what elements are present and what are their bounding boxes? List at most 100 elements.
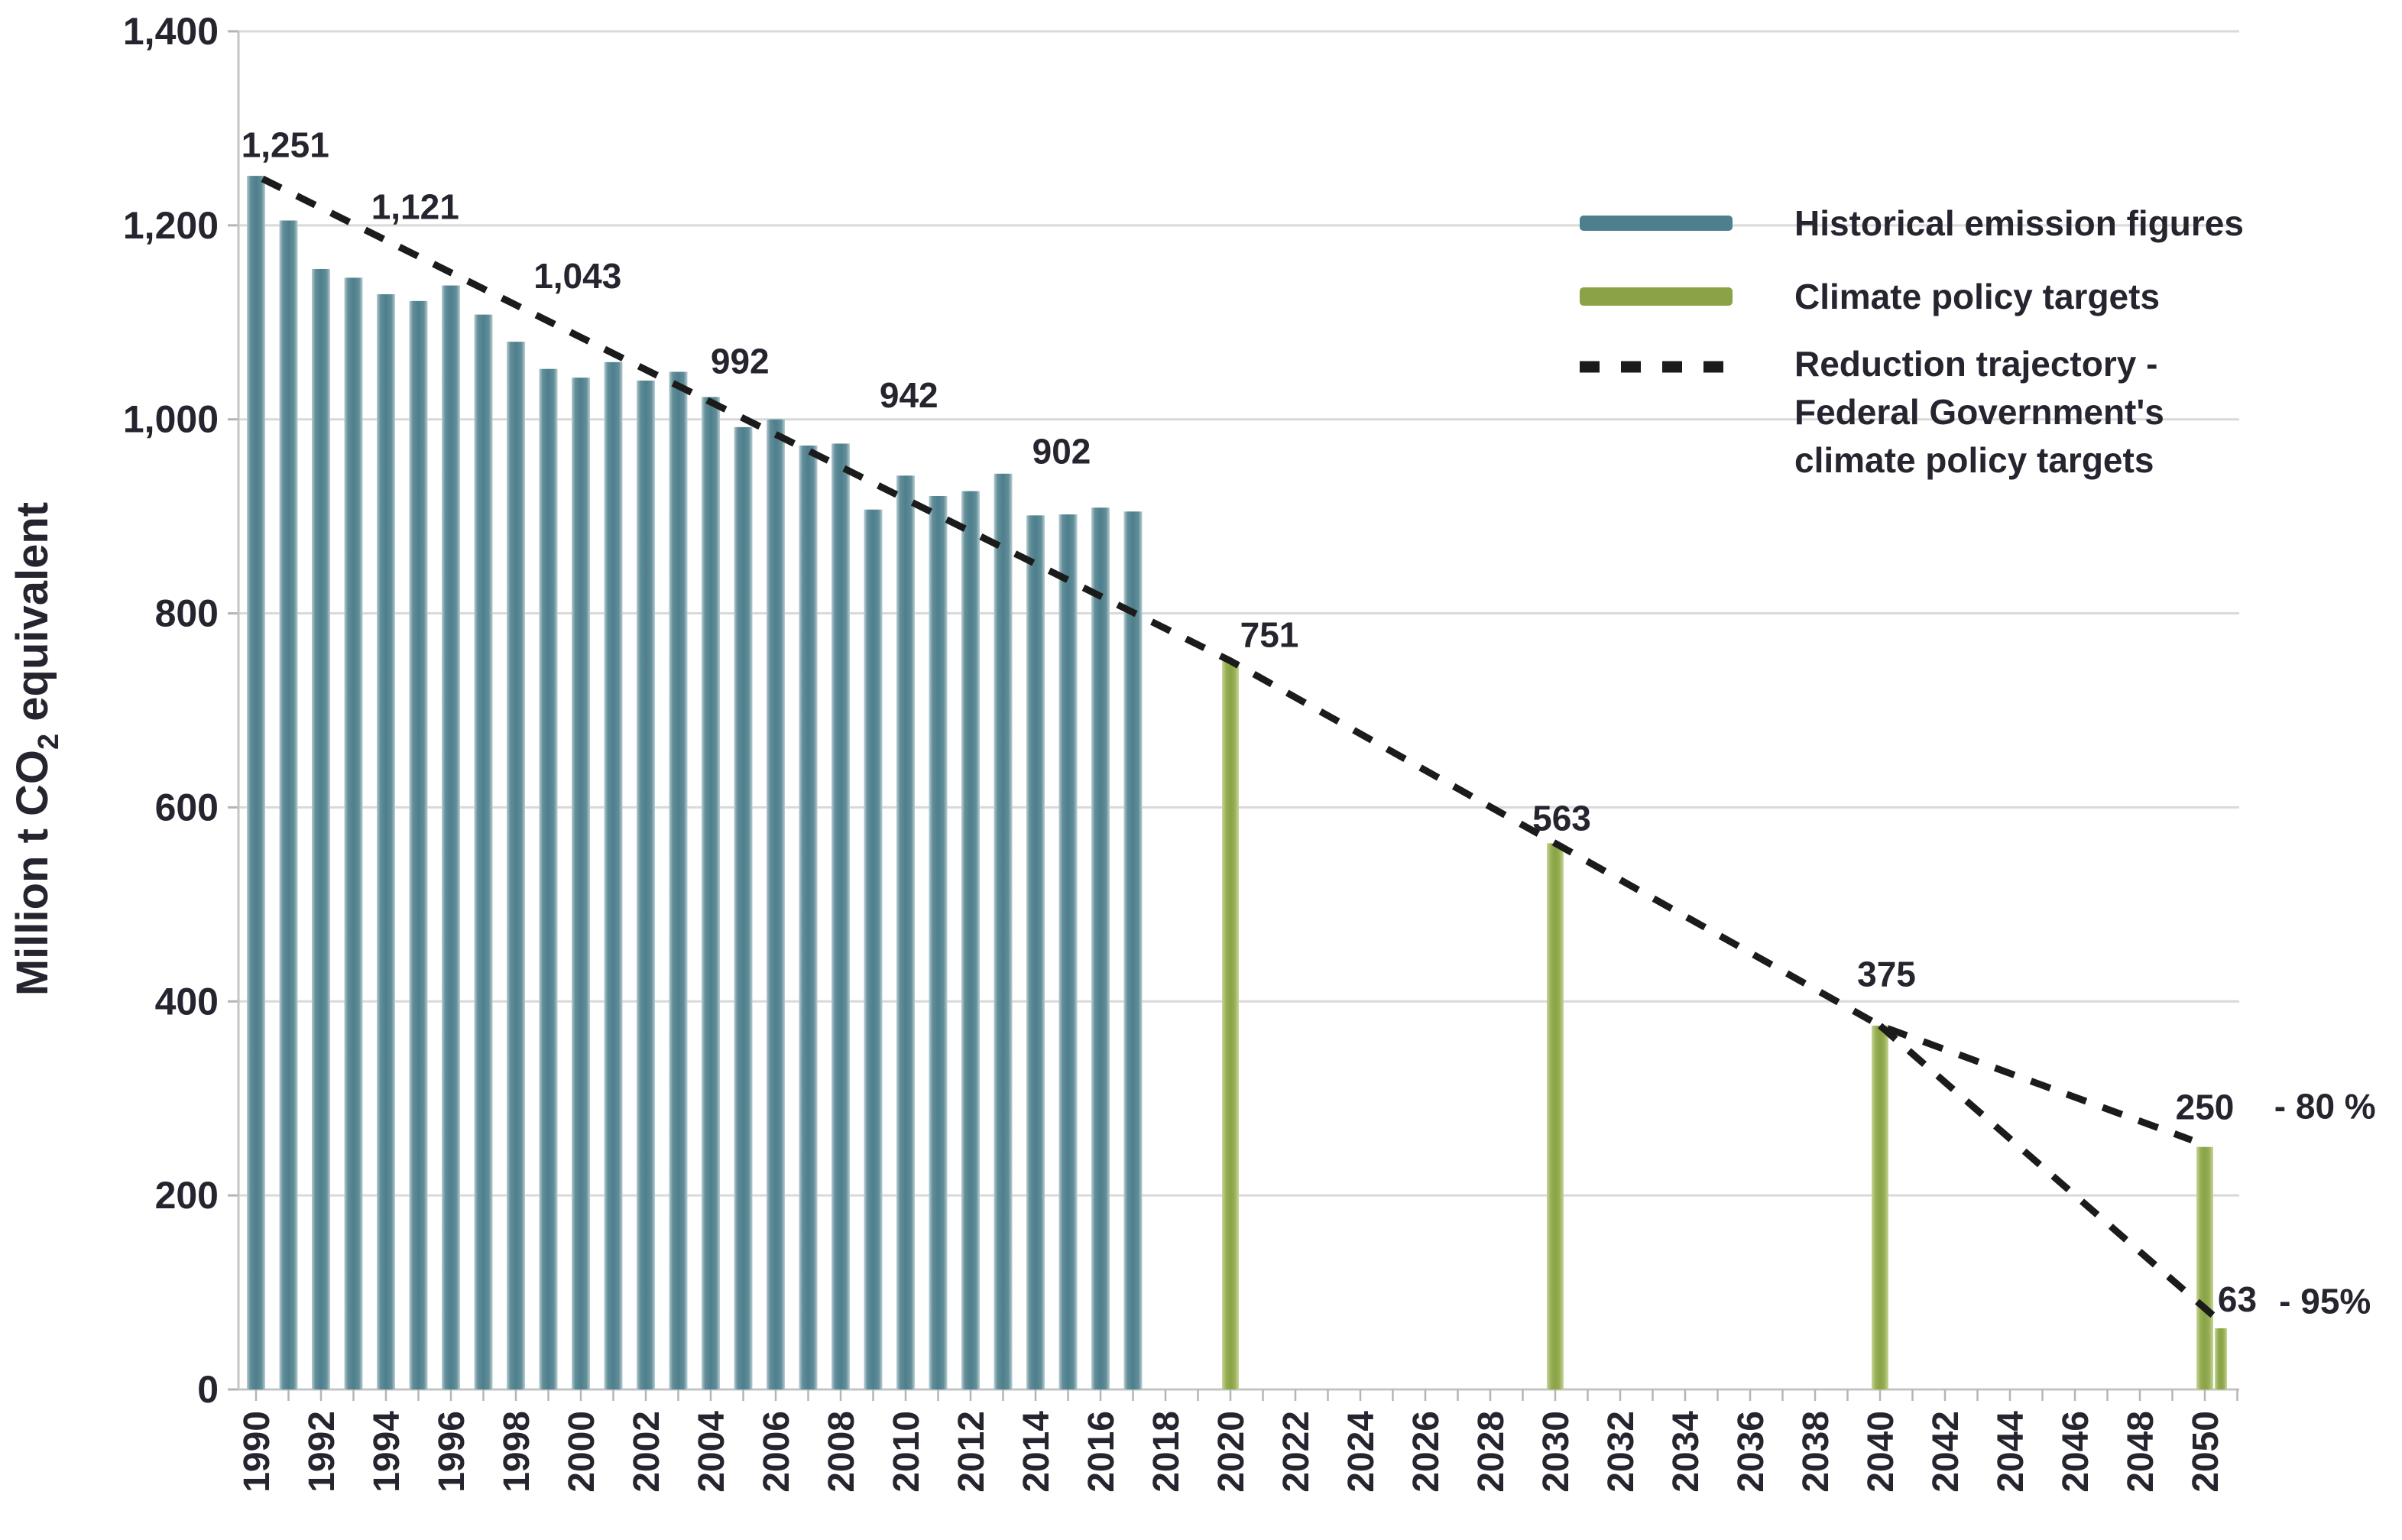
legend-label-trajectory-line2: Federal Government's <box>1794 392 2164 432</box>
legend-label-historical: Historical emission figures <box>1794 203 2244 243</box>
x-tick-label: 1996 <box>432 1411 472 1493</box>
x-tick-label: 2036 <box>1731 1411 1772 1493</box>
trajectory-line-80pct <box>261 175 2193 1144</box>
data-label: 250 <box>2176 1088 2235 1127</box>
x-tick-label: 2032 <box>1601 1411 1642 1493</box>
x-tick-label: 2048 <box>2121 1411 2161 1493</box>
x-tick-label: 2014 <box>1016 1411 1057 1493</box>
historical-bar-1994 <box>377 293 395 1389</box>
historical-bar-2001 <box>604 361 623 1390</box>
x-tick-label: 2006 <box>757 1411 797 1493</box>
historical-bar-1990 <box>247 176 265 1389</box>
historical-bar-1996 <box>442 285 460 1389</box>
legend: Historical emission figures Climate polic… <box>1580 203 2244 480</box>
data-label: 1,121 <box>371 187 459 227</box>
target-bar-2050-250 <box>2196 1146 2213 1389</box>
historical-bar-2002 <box>637 380 655 1390</box>
data-label: 992 <box>711 342 770 381</box>
x-tick-label: 2050 <box>2186 1411 2226 1493</box>
x-tick-label: 2030 <box>1536 1411 1577 1493</box>
x-tick-label: 2038 <box>1796 1411 1836 1493</box>
y-axis-title: Million t CO2 equivalent <box>8 502 65 996</box>
x-tick-label: 2000 <box>562 1411 602 1493</box>
data-label: 63 <box>2218 1279 2257 1319</box>
target-bar-2050-63 <box>2215 1328 2227 1389</box>
x-tick-label: 2042 <box>1926 1411 1966 1493</box>
x-tick-label: 2012 <box>951 1411 992 1493</box>
y-tick-label: 1,000 <box>123 398 219 441</box>
historical-bar-1998 <box>507 342 525 1389</box>
historical-bar-1999 <box>539 368 558 1389</box>
data-label: 942 <box>880 375 938 415</box>
x-tick-label: 2002 <box>627 1411 667 1493</box>
x-tick-label: 1990 <box>237 1411 277 1493</box>
x-tick-label: 2016 <box>1081 1411 1122 1493</box>
y-tick-label: 1,200 <box>123 204 219 247</box>
historical-bar-2016 <box>1091 507 1110 1389</box>
historical-bar-2009 <box>864 509 883 1389</box>
historical-bar-2013 <box>994 473 1013 1390</box>
historical-bar-1992 <box>312 268 330 1389</box>
data-label: 902 <box>1032 432 1091 472</box>
historical-bar-1993 <box>344 277 363 1389</box>
x-tick-label: 2044 <box>1991 1411 2031 1493</box>
bars-layer <box>247 176 2227 1390</box>
trajectory-layer <box>261 175 2217 1320</box>
x-tick-label: 2034 <box>1666 1411 1707 1493</box>
label-layer: 1,251 1,121 1,043 992 942 902 751 563 375 250 - 80… <box>241 125 2376 1321</box>
legend-label-trajectory-line3: climate policy targets <box>1794 440 2154 480</box>
historical-bar-2010 <box>896 475 915 1390</box>
x-tick-label: 2020 <box>1211 1411 1252 1493</box>
historical-bar-2003 <box>669 371 688 1390</box>
historical-bar-2000 <box>572 378 590 1389</box>
legend-label-trajectory-line1: Reduction trajectory - <box>1794 344 2157 384</box>
x-tick-label: 2004 <box>692 1411 732 1493</box>
data-label: 375 <box>1857 955 1916 994</box>
y-tick-label: 800 <box>155 592 219 635</box>
y-tick-label: 0 <box>197 1368 219 1411</box>
legend-label-targets: Climate policy targets <box>1794 277 2160 316</box>
historical-bar-1995 <box>409 300 428 1389</box>
historical-bar-2011 <box>929 495 948 1390</box>
legend-swatch-targets <box>1580 287 1733 306</box>
data-label: - 80 % <box>2274 1086 2376 1126</box>
axis-layer: 0 200 400 600 800 1,000 1,200 1,400 1990 1992 1994… <box>8 10 2238 1493</box>
historical-bar-2017 <box>1123 511 1143 1390</box>
x-tick-label: 2028 <box>1471 1411 1512 1493</box>
x-tick-label: 2010 <box>887 1411 927 1493</box>
x-tick-label: 1994 <box>367 1411 407 1493</box>
target-bar-2030-563 <box>1547 843 1564 1389</box>
historical-bar-2015 <box>1058 514 1078 1390</box>
x-tick-label: 2022 <box>1276 1411 1317 1493</box>
x-tick-label: 2024 <box>1341 1411 1382 1493</box>
x-tick-label: 1992 <box>302 1411 342 1493</box>
historical-bar-2014 <box>1026 515 1045 1389</box>
historical-bar-2007 <box>799 445 818 1389</box>
data-label: 1,043 <box>533 256 621 296</box>
data-label: 1,251 <box>241 125 329 164</box>
historical-bar-2008 <box>831 443 850 1389</box>
data-label: 751 <box>1240 614 1299 654</box>
y-tick-label: 200 <box>155 1174 219 1217</box>
x-tick-label: 2026 <box>1406 1411 1447 1493</box>
data-label: 563 <box>1532 798 1591 838</box>
x-tick-label: 2018 <box>1146 1411 1187 1493</box>
historical-bar-2004 <box>702 397 720 1389</box>
y-tick-label: 400 <box>155 980 219 1023</box>
historical-bar-2006 <box>767 419 785 1390</box>
historical-bar-1997 <box>474 314 493 1389</box>
trajectory-line-95pct <box>1878 1023 2217 1320</box>
historical-bar-2005 <box>734 426 753 1389</box>
x-tick-label: 1998 <box>497 1411 537 1493</box>
historical-bar-1991 <box>279 220 298 1389</box>
legend-swatch-historical <box>1580 216 1733 231</box>
historical-bar-2012 <box>961 491 980 1389</box>
x-tick-label: 2046 <box>2056 1411 2096 1493</box>
y-tick-label: 1,400 <box>123 10 219 53</box>
data-label: - 95% <box>2279 1281 2371 1321</box>
target-bar-2020-751 <box>1222 660 1239 1389</box>
x-tick-label: 2008 <box>822 1411 862 1493</box>
x-tick-label: 2040 <box>1861 1411 1901 1493</box>
